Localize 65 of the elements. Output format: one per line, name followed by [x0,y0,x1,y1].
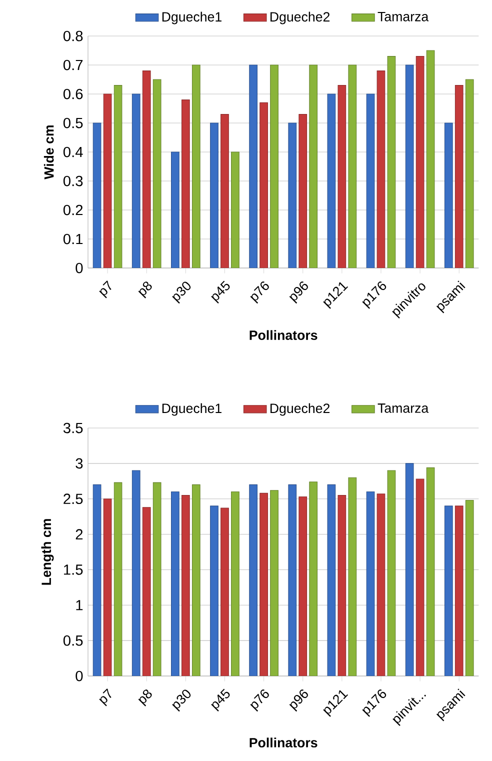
bar [327,94,336,268]
bar [444,506,453,676]
y-tick-label: 3 [76,458,83,469]
y-tick-label: 0.2 [63,204,83,216]
y-tick-label: 0.7 [63,60,83,70]
bar [220,114,229,268]
y-axis-title: Wide cm [44,125,54,180]
bar [171,492,180,676]
legend-label: Tamarza [378,12,429,22]
bar [327,484,336,676]
y-tick-label: 0.1 [63,234,83,244]
bar [260,102,268,268]
legend-label: Dgueche2 [270,403,330,416]
y-tick-label: 3.5 [63,422,83,434]
x-axis-title: Pollinators [250,738,318,748]
y-tick-label: 1 [76,600,83,610]
bar [220,508,229,676]
x-tick-label: p30 [172,690,191,712]
bar [210,506,218,676]
bar [92,122,102,268]
y-tick-label: 0.3 [63,176,83,186]
bar [270,64,278,268]
bar [288,122,297,268]
bar [444,122,453,268]
y-tick-label: 0.8 [63,30,83,42]
y-tick-label: 1.5 [64,564,83,575]
y-tick-label: 2 [76,529,83,540]
x-tick-label: p96 [289,690,308,712]
x-axis-title: Pollinators [250,330,318,340]
y-tick-label: 0.5 [63,635,83,646]
bar [171,152,180,268]
x-tick-label: p7 [99,280,112,298]
bar [249,64,258,268]
legend-label: Dgueche1 [162,403,222,416]
bar [231,492,240,676]
x-tick-label: p8 [138,690,152,706]
y-axis-title: Length cm [41,519,54,585]
legend-label: Dgueche1 [162,12,222,24]
x-tick-label: p76 [250,690,269,712]
y-tick-label: 0 [76,262,83,274]
bar [132,470,140,676]
bar [132,94,140,268]
bar [405,64,414,268]
bar [231,152,240,268]
bar [92,484,102,676]
bar [366,94,375,268]
bar [405,463,414,676]
bar [270,490,278,676]
y-tick-label: 0.4 [63,146,83,158]
bar [288,484,297,676]
y-tick-label: 0.6 [63,88,83,100]
x-tick-label: p76 [250,282,269,304]
bar [249,484,258,676]
bar [366,492,375,676]
x-tick-label: p7 [99,688,112,706]
legend-label: Dgueche2 [270,12,330,24]
y-tick-label: 0 [76,670,83,682]
bar [260,492,268,676]
legend-label: Tamarza [378,404,429,413]
bar [210,122,218,268]
x-tick-label: p30 [172,282,191,304]
x-tick-label: p96 [289,282,308,304]
y-tick-label: 0.5 [63,118,83,128]
x-tick-label: p8 [138,282,152,298]
y-tick-label: 2.5 [64,494,83,504]
